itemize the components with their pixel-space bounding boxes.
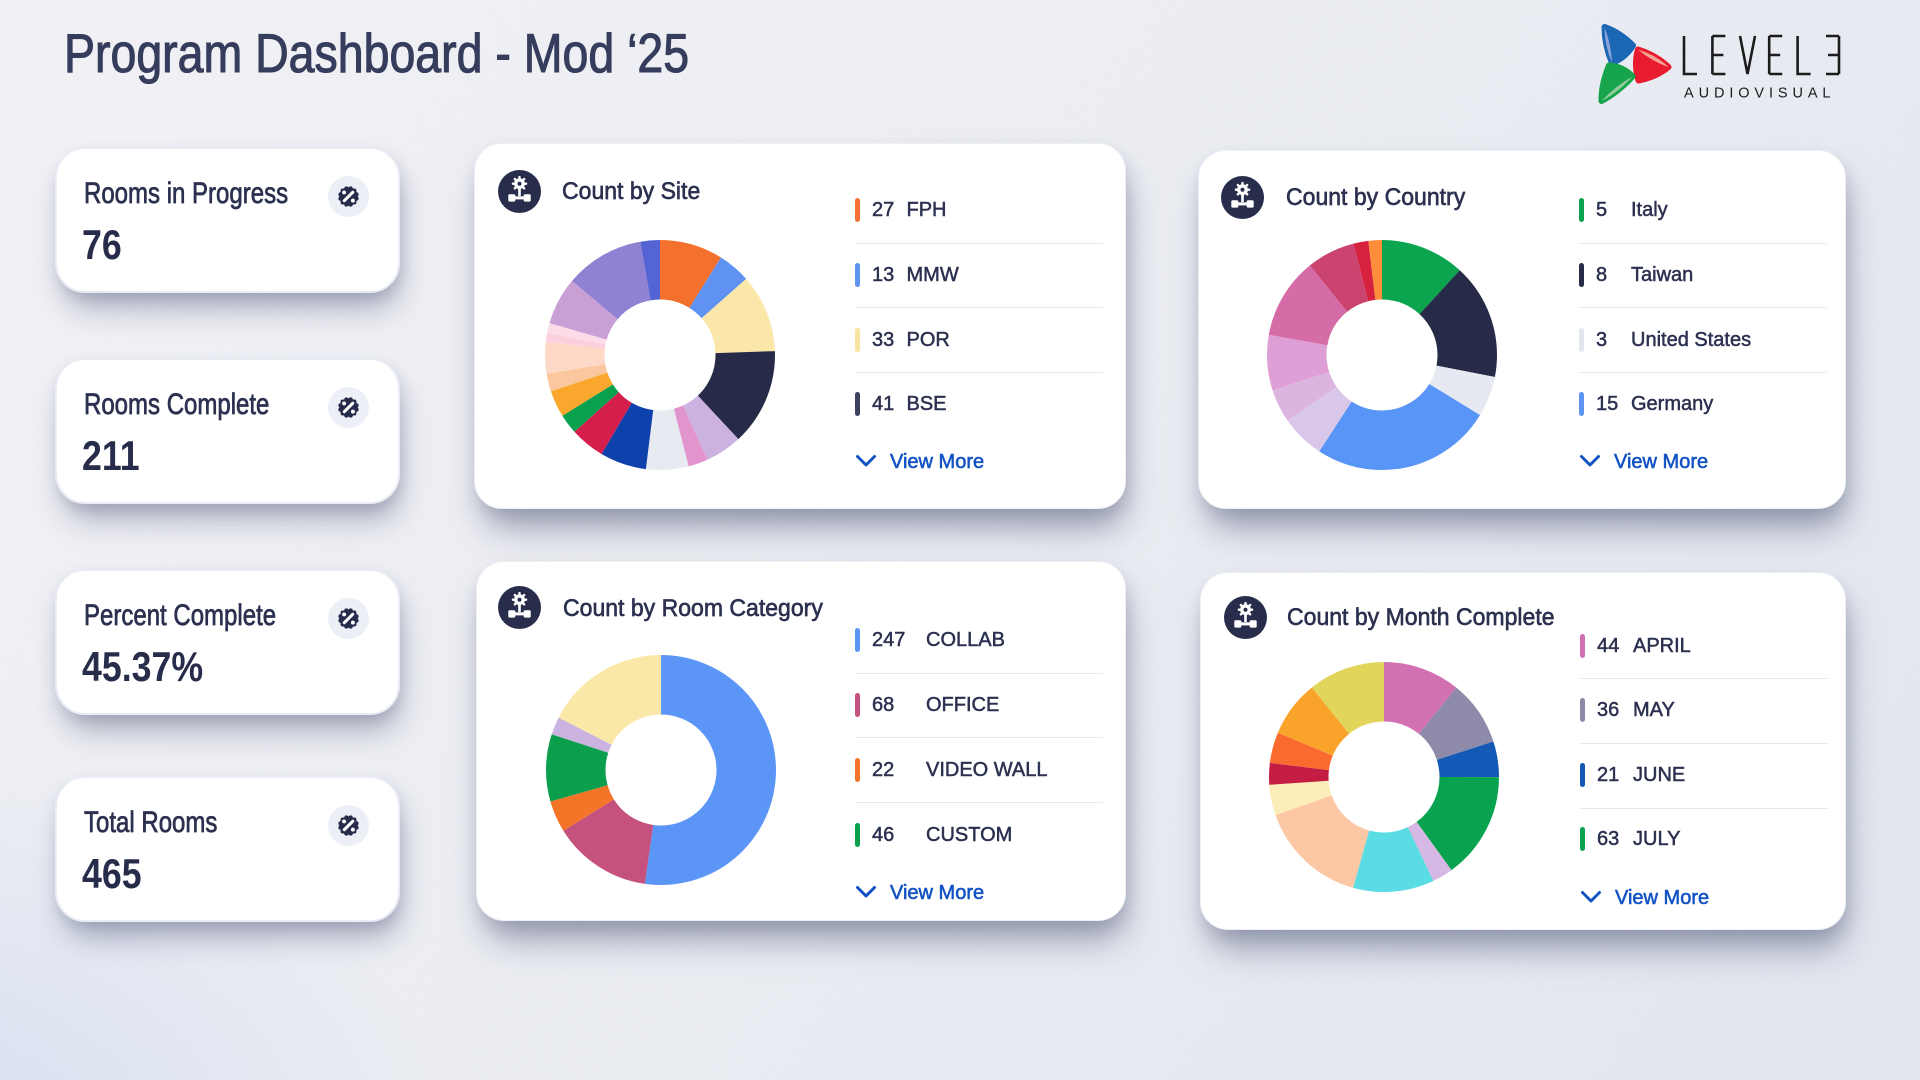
svg-text:AUDIOVISUAL: AUDIOVISUAL (1684, 86, 1835, 102)
